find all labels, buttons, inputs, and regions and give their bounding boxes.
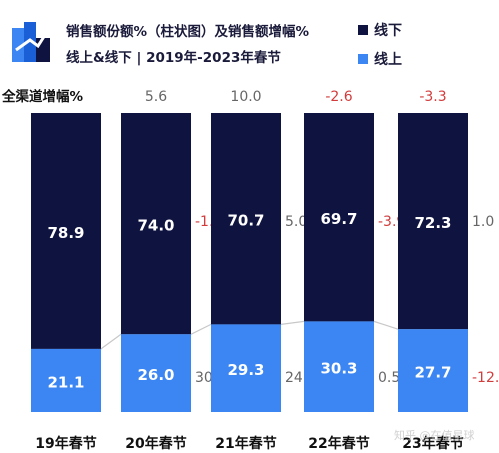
chart-header: 销售额份额%（柱状图）及销售额增幅% 线上&线下 | 2019年-2023年春节… — [0, 0, 499, 105]
x-tick-label-2: 21年春节 — [215, 435, 276, 452]
legend-swatch-online — [358, 54, 368, 64]
bar-online-0 — [31, 348, 101, 412]
bar-offline-0 — [31, 113, 101, 349]
data-label-online-0: 21.1 — [47, 373, 84, 391]
bar-offline-4 — [398, 113, 468, 330]
logo-icon — [12, 22, 54, 62]
chart-subtitle: 线上&线下 | 2019年-2023年春节 — [66, 50, 281, 66]
data-label-online-3: 30.3 — [320, 360, 357, 378]
total-growth-row-label: 全渠道增幅% — [2, 89, 84, 105]
watermark: 知乎 @在值星球 — [394, 429, 475, 442]
bar-online-3 — [304, 321, 374, 412]
chart-title: 销售额份额%（柱状图）及销售额增幅% — [66, 24, 310, 40]
online-growth-label-4: -12.9 — [472, 370, 499, 386]
total-growth-label-2: 10.0 — [230, 89, 261, 105]
offline-growth-label-2: 5.0 — [285, 214, 307, 230]
total-growth-label-3: -2.6 — [325, 89, 352, 105]
legend-label-offline: 线下 — [374, 23, 402, 39]
bar-online-2 — [211, 324, 281, 412]
bar-online-1 — [121, 334, 191, 412]
data-label-online-1: 26.0 — [137, 366, 174, 384]
bar-offline-2 — [211, 113, 281, 325]
bar-offline-1 — [121, 113, 191, 335]
data-label-offline-0: 78.9 — [47, 224, 84, 242]
offline-growth-label-4: 1.0 — [472, 214, 494, 230]
legend-swatch-offline — [358, 25, 368, 35]
total-growth-label-4: -3.3 — [419, 89, 446, 105]
online-growth-label-3: 0.5 — [378, 370, 400, 386]
legend-label-online: 线上 — [374, 52, 402, 68]
x-tick-label-3: 22年春节 — [308, 435, 369, 452]
data-label-online-4: 27.7 — [414, 364, 451, 382]
data-label-online-2: 29.3 — [227, 361, 264, 379]
data-label-offline-4: 72.3 — [414, 214, 451, 232]
x-tick-label-0: 19年春节 — [35, 435, 96, 452]
x-tick-label-1: 20年春节 — [125, 435, 186, 452]
data-label-offline-2: 70.7 — [227, 212, 264, 230]
bar-online-4 — [398, 329, 468, 412]
legend-item-online: 线上 — [358, 49, 402, 69]
x-tick-label-4: 23年春节 — [402, 435, 463, 452]
data-label-offline-1: 74.0 — [137, 217, 174, 235]
bar-offline-3 — [304, 113, 374, 322]
total-growth-label-1: 5.6 — [145, 89, 167, 105]
legend-item-offline: 线下 — [358, 20, 402, 40]
data-label-offline-3: 69.7 — [320, 210, 357, 228]
